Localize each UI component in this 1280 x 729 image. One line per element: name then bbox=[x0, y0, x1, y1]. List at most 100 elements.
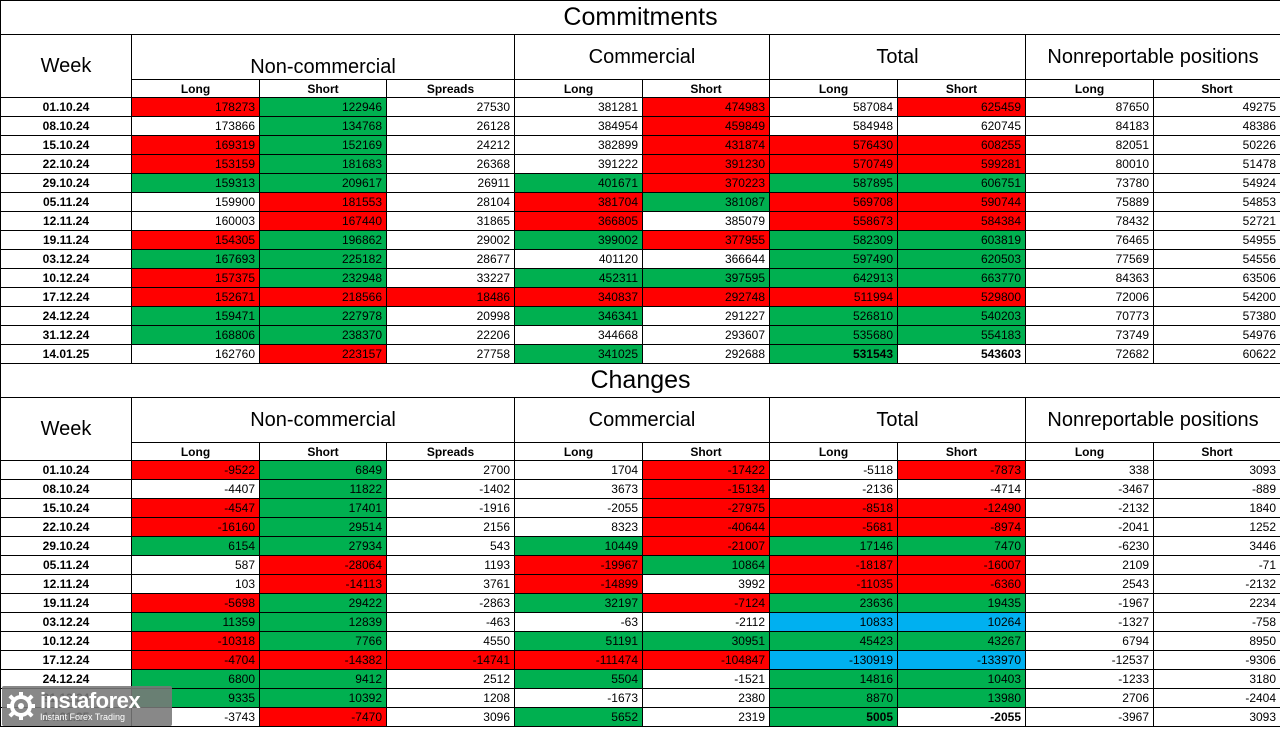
value-cell: 27934 bbox=[259, 536, 387, 556]
week-cell: 29.10.24 bbox=[0, 173, 132, 193]
value-cell: 32197 bbox=[514, 593, 643, 613]
value-cell: 2156 bbox=[386, 517, 515, 537]
value-cell: 72006 bbox=[1025, 287, 1154, 307]
value-cell: 10264 bbox=[897, 612, 1026, 632]
subheader-short: Short bbox=[897, 79, 1026, 98]
value-cell: 8323 bbox=[514, 517, 643, 537]
value-cell: 14816 bbox=[769, 669, 898, 689]
value-cell: 346341 bbox=[514, 306, 643, 326]
value-cell: 157375 bbox=[131, 268, 260, 288]
value-cell: 338 bbox=[1025, 460, 1154, 480]
value-cell: 2109 bbox=[1025, 555, 1154, 575]
week-cell: 08.10.24 bbox=[0, 479, 132, 499]
watermark-tagline: Instant Forex Trading bbox=[40, 712, 126, 722]
value-cell: 159471 bbox=[131, 306, 260, 326]
value-cell: 642913 bbox=[769, 268, 898, 288]
value-cell: 381087 bbox=[642, 192, 770, 212]
value-cell: 12839 bbox=[259, 612, 387, 632]
value-cell: 19435 bbox=[897, 593, 1026, 613]
value-cell: -3967 bbox=[1025, 707, 1154, 727]
value-cell: 293607 bbox=[642, 325, 770, 345]
value-cell: -17422 bbox=[642, 460, 770, 480]
value-cell: 160003 bbox=[131, 211, 260, 231]
value-cell: -1233 bbox=[1025, 669, 1154, 689]
value-cell: -463 bbox=[386, 612, 515, 632]
value-cell: 43267 bbox=[897, 631, 1026, 651]
value-cell: 134768 bbox=[259, 116, 387, 136]
value-cell: 153159 bbox=[131, 154, 260, 174]
value-cell: 382899 bbox=[514, 135, 643, 155]
week-cell: 05.11.24 bbox=[0, 192, 132, 212]
value-cell: 87650 bbox=[1025, 97, 1154, 117]
value-cell: 582309 bbox=[769, 230, 898, 250]
value-cell: -6230 bbox=[1025, 536, 1154, 556]
value-cell: 227978 bbox=[259, 306, 387, 326]
value-cell: 5005 bbox=[769, 707, 898, 727]
value-cell: 78432 bbox=[1025, 211, 1154, 231]
value-cell: 54976 bbox=[1152, 325, 1280, 345]
value-cell: 3446 bbox=[1152, 536, 1280, 556]
value-cell: 1840 bbox=[1152, 498, 1280, 518]
value-cell: 24212 bbox=[386, 135, 515, 155]
week-cell: 22.10.24 bbox=[0, 154, 132, 174]
table-row: 24.12.24 6800 9412 2512 5504 -1521 14816 10403-… bbox=[0, 669, 1280, 689]
value-cell: 29422 bbox=[259, 593, 387, 613]
value-cell: 31865 bbox=[386, 211, 515, 231]
value-cell: -40644 bbox=[642, 517, 770, 537]
week-cell: 15.10.24 bbox=[0, 135, 132, 155]
table-row: 17.12.24 -4704 -14382 -14741 -111474 -104847-… bbox=[0, 650, 1280, 670]
subheader-short: Short bbox=[642, 442, 770, 461]
value-cell: 599281 bbox=[897, 154, 1026, 174]
subheader-long: Long bbox=[769, 442, 898, 461]
value-cell: 344668 bbox=[514, 325, 643, 345]
table-row: 29.10.24 159313 209617 26911 401671 370223 587… bbox=[0, 173, 1280, 193]
table-row: 14.01.25-3743-74703096565223195005-2055-… bbox=[0, 707, 1280, 727]
changes-group-nonreportable: Nonreportable positions bbox=[1024, 397, 1280, 443]
value-cell: 340837 bbox=[514, 287, 643, 307]
value-cell: 584384 bbox=[897, 211, 1026, 231]
changes-group-total: Total bbox=[769, 397, 1026, 443]
value-cell: 452311 bbox=[514, 268, 643, 288]
value-cell: 23636 bbox=[769, 593, 898, 613]
value-cell: 401671 bbox=[514, 173, 643, 193]
value-cell: -14382 bbox=[259, 650, 387, 670]
table-row: 15.10.24 -4547 17401 -1916 -2055 -27975 -8518-… bbox=[0, 498, 1280, 518]
changes-week-header: Week bbox=[0, 397, 132, 461]
value-cell: 28104 bbox=[386, 192, 515, 212]
subheader-long: Long bbox=[1025, 442, 1154, 461]
value-cell: 10392 bbox=[259, 688, 387, 708]
value-cell: 381281 bbox=[514, 97, 643, 117]
value-cell: 1208 bbox=[386, 688, 515, 708]
week-cell: 22.10.24 bbox=[0, 517, 132, 537]
table-row: 05.11.24 587 -28064 1193 -19967 10864 -18187 -1… bbox=[0, 555, 1280, 575]
commitments-group-commercial: Commercial bbox=[514, 34, 770, 80]
changes-group-noncommercial: Non-commercial bbox=[131, 397, 515, 443]
value-cell: -5681 bbox=[769, 517, 898, 537]
value-cell: 168806 bbox=[131, 325, 260, 345]
value-cell: 543 bbox=[386, 536, 515, 556]
value-cell: 173866 bbox=[131, 116, 260, 136]
value-cell: 84183 bbox=[1025, 116, 1154, 136]
value-cell: -104847 bbox=[642, 650, 770, 670]
subheader-short: Short bbox=[1152, 442, 1280, 461]
value-cell: 54924 bbox=[1152, 173, 1280, 193]
value-cell: 531543 bbox=[769, 344, 898, 364]
value-cell: -14113 bbox=[259, 574, 387, 594]
value-cell: -5698 bbox=[131, 593, 260, 613]
value-cell: 381704 bbox=[514, 192, 643, 212]
value-cell: 178273 bbox=[131, 97, 260, 117]
value-cell: 52721 bbox=[1152, 211, 1280, 231]
week-cell: 12.11.24 bbox=[0, 211, 132, 231]
value-cell: 26128 bbox=[386, 116, 515, 136]
value-cell: -14741 bbox=[386, 650, 515, 670]
table-row: 03.12.24 11359 12839 -463 -63 -2112 10833 10264… bbox=[0, 612, 1280, 632]
value-cell: -133970 bbox=[897, 650, 1026, 670]
value-cell: 29002 bbox=[386, 230, 515, 250]
value-cell: 540203 bbox=[897, 306, 1026, 326]
value-cell: -2041 bbox=[1025, 517, 1154, 537]
value-cell: -2055 bbox=[897, 707, 1026, 727]
value-cell: 587084 bbox=[769, 97, 898, 117]
instaforex-gear-icon bbox=[2, 687, 40, 725]
value-cell: -4714 bbox=[897, 479, 1026, 499]
